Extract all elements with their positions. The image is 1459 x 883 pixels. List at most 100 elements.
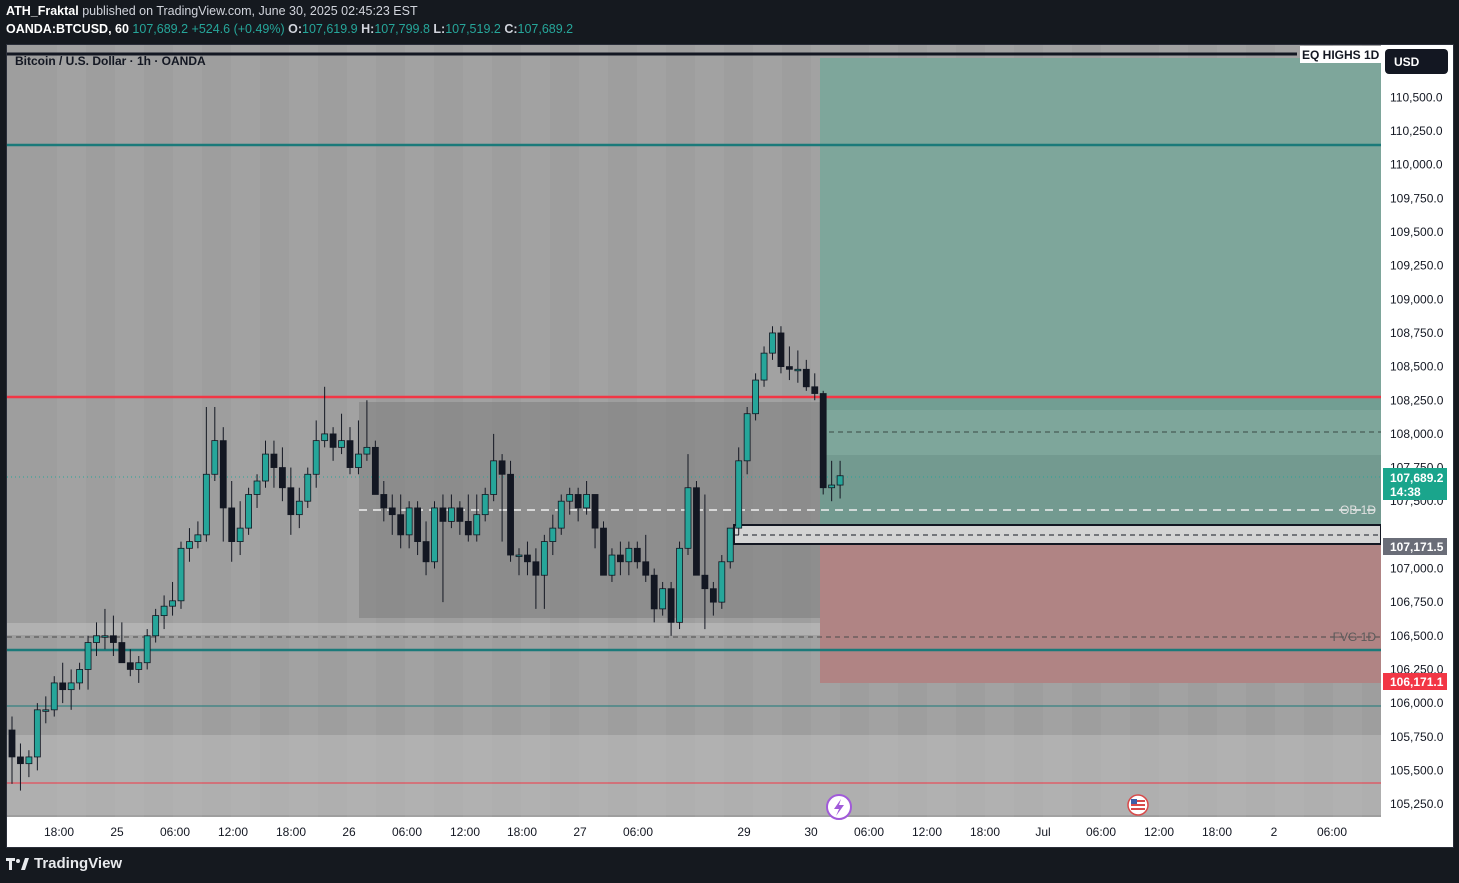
candle-body: [355, 453, 362, 468]
candle-body: [17, 756, 24, 765]
time-tick-label: 12:00: [912, 825, 942, 839]
ob-label: OB 1D: [1340, 503, 1376, 517]
candle-body: [760, 352, 768, 381]
candle-body: [202, 473, 210, 536]
candle-body: [557, 500, 565, 529]
candle-body: [642, 561, 650, 576]
chart-frame[interactable]: 110,500.0 110,250.0 110,000.0 109,750.0 109,…: [6, 44, 1454, 848]
candle-body: [447, 507, 455, 522]
currency-button[interactable]: [1385, 49, 1448, 74]
lower-zone-band: [7, 735, 1381, 815]
tradingview-brand: TradingView: [34, 855, 123, 872]
event-bolt-icon[interactable]: [826, 794, 852, 820]
candle-body: [186, 541, 193, 549]
candle-body: [135, 662, 143, 670]
candle-body: [33, 709, 41, 758]
high-label: H:: [361, 22, 375, 36]
author-name[interactable]: ATH_Fraktal: [6, 4, 79, 18]
stop-price-badge: [1383, 673, 1447, 690]
fvg-label: FVG 1D: [1333, 630, 1377, 644]
candle-body: [726, 527, 734, 563]
price-tick-label: 110,250.0: [1390, 124, 1443, 138]
candle-body: [169, 600, 176, 607]
high-value: 107,799.8: [374, 22, 430, 36]
candle-body: [828, 484, 836, 489]
candle-body: [160, 605, 168, 617]
candle-body: [819, 393, 827, 489]
time-tick-label: 30: [804, 825, 818, 839]
candle-body: [667, 588, 675, 623]
candle-body: [304, 473, 312, 502]
candle-body: [371, 446, 379, 495]
price-chart[interactable]: 110,500.0 110,250.0 110,000.0 109,750.0 109,…: [7, 45, 1453, 847]
candle-body: [143, 635, 151, 664]
time-tick-label: 06:00: [1317, 825, 1347, 839]
price-tick-label: 109,000.0: [1390, 292, 1444, 306]
candle-body: [414, 507, 422, 542]
price-tick-label: 106,000.0: [1390, 696, 1444, 710]
candle-body: [278, 467, 286, 489]
open-value: 107,619.9: [302, 22, 358, 36]
candle-body: [659, 588, 667, 610]
profit-zone: [820, 58, 1381, 525]
candle-body: [481, 494, 489, 516]
candle-body: [363, 446, 371, 455]
candle-body: [397, 514, 405, 536]
candle-body: [321, 433, 329, 442]
candle-body: [439, 507, 447, 522]
candle-body: [8, 729, 16, 758]
time-tick-label: 06:00: [160, 825, 190, 839]
candle-body: [219, 440, 227, 509]
candle-body: [802, 368, 810, 388]
candle-body: [67, 682, 75, 691]
candle-body: [811, 386, 819, 394]
candle-body: [836, 475, 844, 486]
candle-body: [676, 547, 683, 623]
close-value: 107,689.2: [517, 22, 574, 36]
loss-zone: [820, 545, 1381, 683]
tradingview-logo[interactable]: TradingView: [6, 855, 122, 872]
entry-price-badge: [1383, 538, 1447, 555]
candle-body: [794, 368, 802, 372]
price-tick-label: 109,250.0: [1390, 259, 1444, 273]
candle-body: [684, 487, 692, 549]
last-price-badge: [1383, 468, 1447, 500]
candle-body: [50, 682, 58, 711]
price-tick-label: 106,250.0: [1390, 662, 1444, 676]
price-scale[interactable]: [1381, 45, 1453, 847]
price-tick-label: 108,750.0: [1390, 326, 1444, 340]
time-tick-label: 06:00: [1086, 825, 1116, 839]
time-scale[interactable]: [7, 817, 1381, 847]
candle-body: [540, 541, 548, 576]
time-ticks: 18:00 25 06:00 12:00 18:00 26 06:00 12:00 18:00 2…: [44, 825, 1347, 839]
symbol-interval[interactable]: OANDA:BTCUSD, 60: [6, 22, 129, 36]
candle-body: [693, 487, 700, 576]
price-tick-label: 110,500.0: [1390, 90, 1443, 104]
candle-body: [633, 547, 641, 563]
price-tick-label: 106,500.0: [1390, 629, 1444, 643]
candle-body: [110, 635, 117, 643]
time-tick-label: 18:00: [507, 825, 537, 839]
candle-body: [253, 480, 261, 495]
publish-info: ATH_Fraktal published on TradingView.com…: [6, 4, 418, 18]
us-flag-event-icon[interactable]: [1127, 794, 1149, 816]
low-label: L:: [433, 22, 446, 36]
time-tick-label: 29: [737, 825, 751, 839]
candle-body: [617, 554, 624, 563]
candle-body: [574, 494, 582, 509]
candle-body: [718, 561, 726, 603]
candle-body: [245, 494, 253, 529]
candle-body: [464, 520, 472, 536]
candle-body: [524, 554, 531, 563]
session-band: [289, 45, 318, 817]
candle-body: [118, 642, 126, 664]
session-band: [231, 45, 260, 817]
open-label: O:: [288, 22, 303, 36]
candle-body: [625, 547, 633, 563]
candle-body: [405, 507, 413, 536]
price-tick-label: 110,000.0: [1390, 158, 1443, 172]
candle-body: [101, 635, 109, 638]
ohlc-legend: OANDA:BTCUSD, 60 107,689.2 +524.6 (+0.49…: [6, 22, 573, 36]
candle-body: [287, 487, 295, 516]
candle-body: [549, 527, 557, 542]
